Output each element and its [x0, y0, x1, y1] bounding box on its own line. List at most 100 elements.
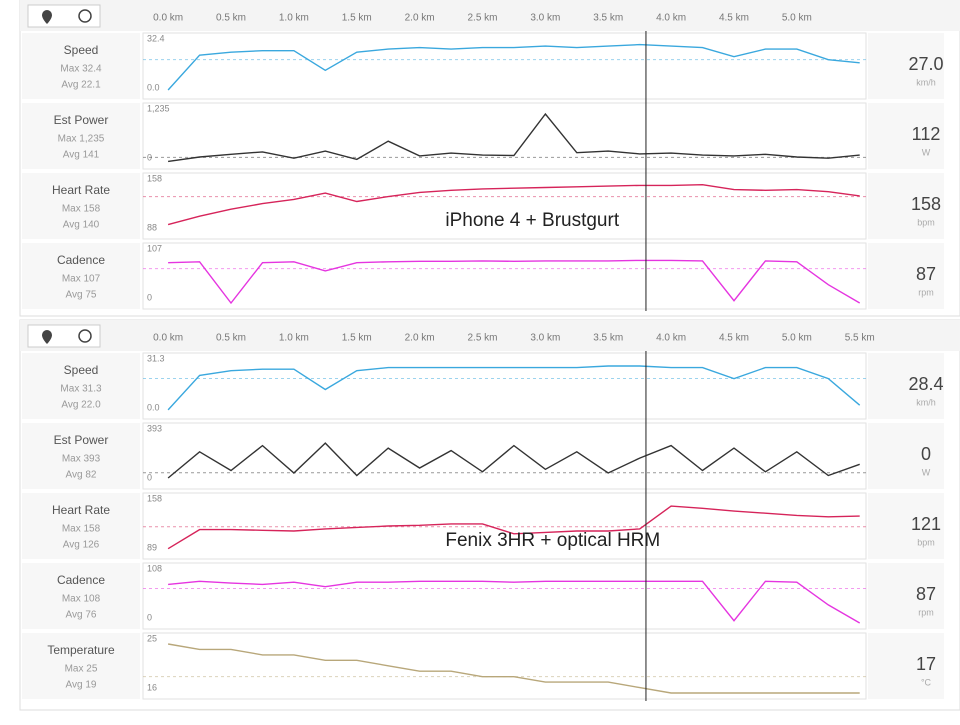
metric-title: Temperature: [47, 643, 115, 657]
readout-value: 0: [921, 444, 931, 464]
x-tick-label: 0.0 km: [153, 333, 183, 344]
y-tick-label: 88: [147, 222, 157, 232]
header: [20, 320, 960, 351]
x-tick-label: 1.5 km: [342, 13, 372, 24]
data-line: [167, 183, 860, 226]
data-line: [167, 365, 861, 411]
y-tick-label: 393: [147, 423, 162, 433]
readout-unit: km/h: [916, 77, 936, 87]
annotation: Fenix 3HR + optical HRM: [445, 530, 660, 551]
plot-area: [142, 172, 867, 240]
x-tick-label: 1.0 km: [279, 13, 309, 24]
metric-stat: Max 107: [62, 274, 101, 285]
x-tick-label: 2.0 km: [405, 333, 435, 344]
readout-cell: [868, 33, 944, 99]
metric-title: Heart Rate: [52, 503, 110, 517]
readout-cell: [868, 423, 944, 489]
label-cell: [22, 563, 140, 629]
tabs[interactable]: [27, 4, 101, 348]
x-tick-label: 4.5 km: [719, 13, 749, 24]
readout-value: 112: [912, 124, 941, 144]
readout-unit: W: [922, 467, 931, 477]
time-icon[interactable]: [78, 329, 92, 343]
x-tick-label: 2.0 km: [405, 13, 435, 24]
x-tick-label: 3.0 km: [530, 333, 560, 344]
y-tick-label: 0: [147, 292, 152, 302]
x-tick-label: 1.0 km: [279, 333, 309, 344]
tab-bar[interactable]: [27, 4, 101, 28]
y-tick-label: 31.3: [147, 353, 165, 363]
readout-cell: [868, 633, 944, 699]
metric-title: Cadence: [57, 573, 105, 587]
x-tick-label: 0.5 km: [216, 333, 246, 344]
readout-value: 27.0: [908, 54, 943, 74]
x-tick-label: 0.0 km: [153, 13, 183, 24]
y-tick-label: 158: [147, 493, 162, 503]
time-icon[interactable]: [78, 9, 92, 23]
x-tick-label: 3.5 km: [593, 333, 623, 344]
y-tick-label: 25: [147, 633, 157, 643]
y-tick-label: 0: [147, 612, 152, 622]
data-line: [168, 259, 861, 305]
readout-unit: rpm: [918, 607, 934, 617]
plot-area: [142, 632, 867, 700]
metric-stat: Max 31.3: [60, 384, 102, 395]
plot-area: [142, 102, 867, 170]
metric-stat: Avg 75: [66, 290, 97, 301]
metric-stat: Max 158: [62, 204, 101, 215]
readout-unit: bpm: [917, 217, 935, 227]
data-line: [168, 112, 860, 163]
x-tick-label: 4.0 km: [656, 333, 686, 344]
y-tick-label: 108: [147, 563, 162, 573]
x-tick-label: 3.0 km: [530, 13, 560, 24]
metric-stat: Max 158: [62, 524, 101, 535]
metric-stat: Max 393: [62, 454, 101, 465]
readout-cell: [868, 353, 944, 419]
metric-stat: Avg 140: [63, 220, 100, 231]
plot-area: [142, 352, 867, 420]
metric-stat: Avg 76: [66, 610, 97, 621]
header: [20, 0, 960, 31]
metric-stat: Avg 126: [63, 540, 100, 551]
map-icon[interactable]: [42, 330, 52, 344]
readout-cell: [868, 563, 944, 629]
metric-stat: Max 32.4: [60, 64, 102, 75]
x-tick-label: 1.5 km: [342, 333, 372, 344]
metric-stat: Max 1,235: [58, 134, 105, 145]
label-cell: [22, 423, 140, 489]
readout-value: 17: [916, 654, 936, 674]
y-tick-label: 0.0: [147, 402, 160, 412]
x-tick-label: 2.5 km: [467, 333, 497, 344]
y-tick-label: 16: [147, 682, 157, 692]
metric-title: Speed: [64, 363, 99, 377]
data-line: [168, 580, 861, 624]
label-cell: [22, 173, 140, 239]
plot-area: [142, 242, 867, 310]
readout-value: 87: [916, 264, 936, 284]
readout-value: 121: [911, 514, 941, 534]
x-tick-label: 4.5 km: [719, 333, 749, 344]
readout-cell: [868, 173, 944, 239]
label-cell: [22, 103, 140, 169]
x-tick-label: 5.0 km: [782, 333, 812, 344]
label-cell: [22, 353, 140, 419]
data-line: [167, 442, 860, 479]
map-icon[interactable]: [42, 10, 52, 24]
x-tick-label: 5.5 km: [845, 333, 875, 344]
label-cell: [22, 33, 140, 99]
metric-stat: Max 25: [65, 664, 98, 675]
x-tick-label: 5.0 km: [782, 13, 812, 24]
metric-title: Cadence: [57, 253, 105, 267]
plot-area: [142, 32, 867, 100]
metric-title: Est Power: [54, 433, 109, 447]
readout-value: 158: [911, 194, 941, 214]
tab-bar[interactable]: [27, 324, 101, 348]
metric-title: Heart Rate: [52, 183, 110, 197]
readout-cell: [868, 103, 944, 169]
label-cell: [22, 633, 140, 699]
y-tick-label: 0: [147, 472, 152, 482]
plot-area: [142, 422, 867, 490]
y-tick-label: 1,235: [147, 103, 170, 113]
plot-area: [142, 562, 867, 630]
data-line: [167, 43, 860, 91]
